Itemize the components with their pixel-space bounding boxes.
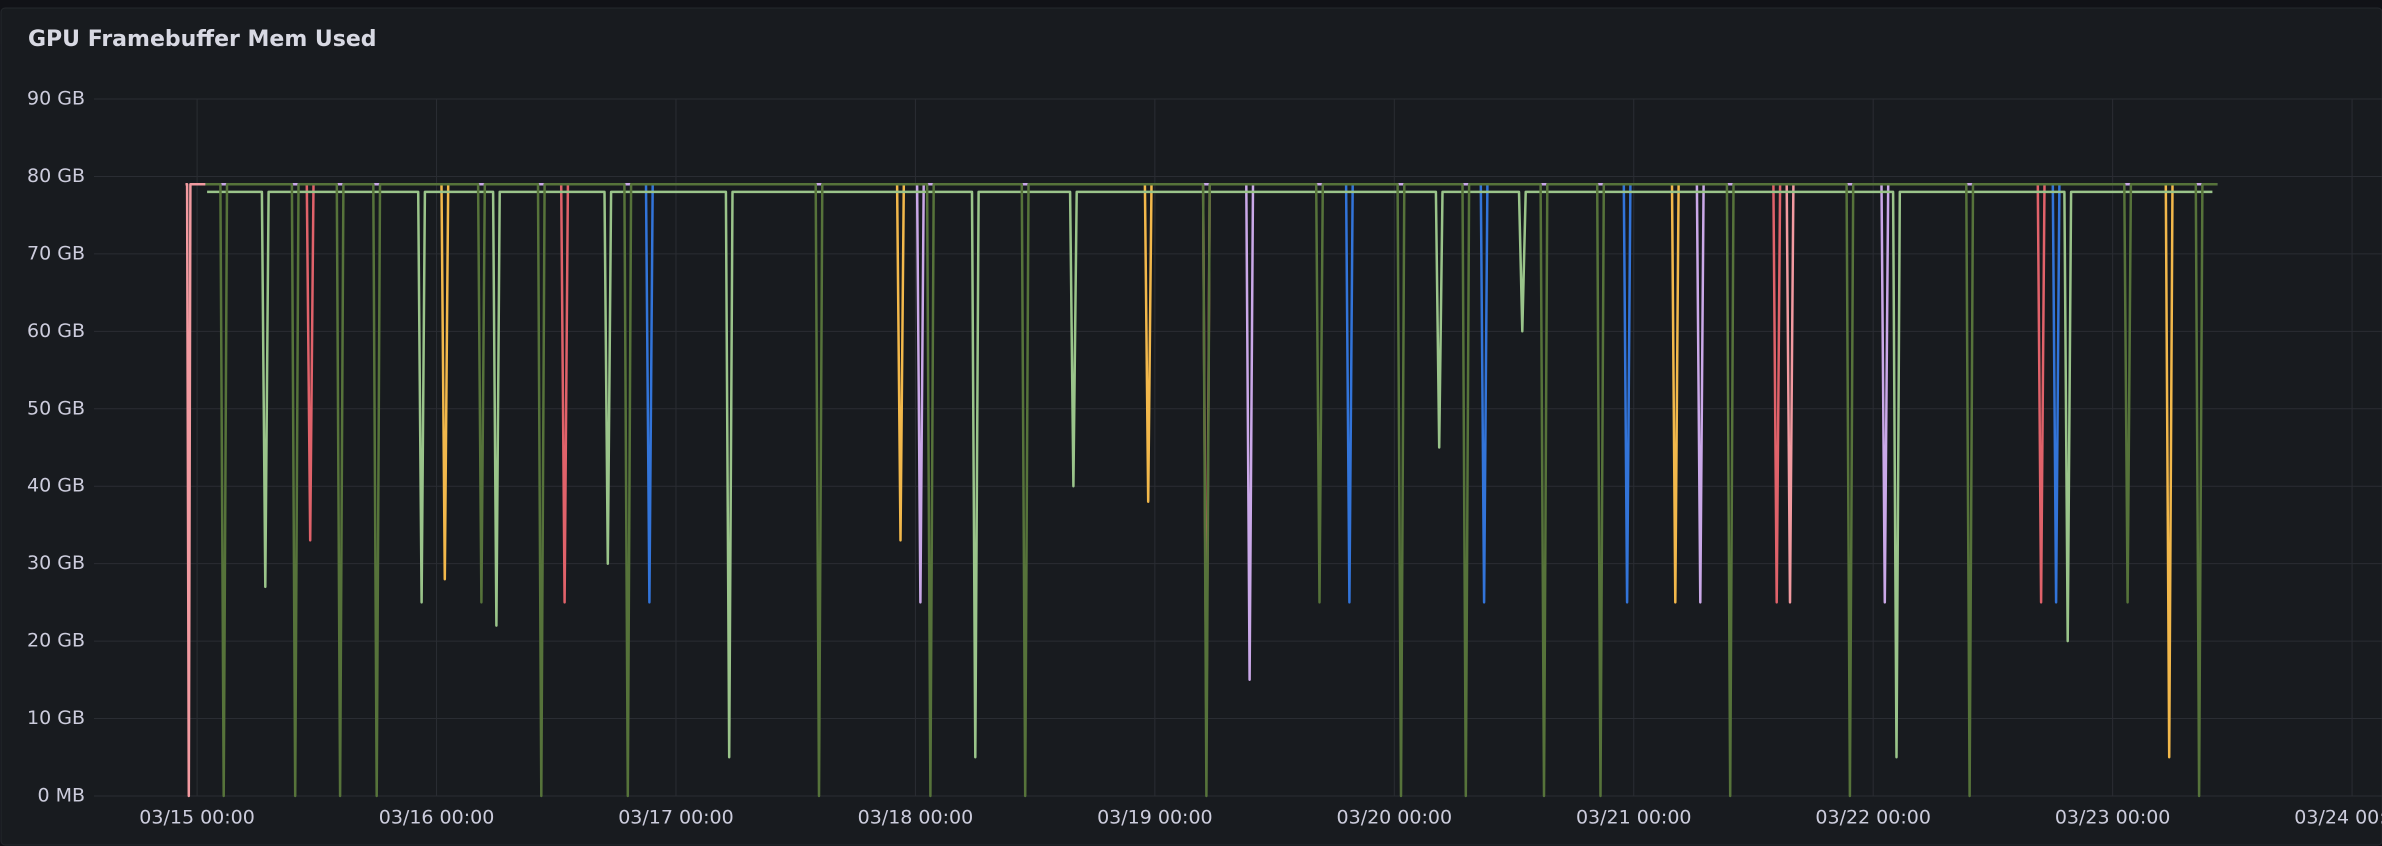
series-line — [205, 182, 2218, 798]
panel-background — [0, 7, 2382, 846]
y-tick-label: 20 GB — [27, 630, 85, 652]
x-tick-label: 03/19 00:00 — [1097, 807, 1213, 829]
x-tick-label: 03/17 00:00 — [618, 807, 734, 829]
x-tick-label: 03/24 00:00 — [2294, 807, 2382, 829]
series-line — [205, 182, 2218, 759]
y-tick-label: 90 GB — [27, 88, 85, 110]
y-tick-label: 10 GB — [27, 707, 85, 729]
y-tick-label: 60 GB — [27, 320, 85, 342]
x-tick-label: 03/23 00:00 — [2055, 807, 2171, 829]
y-tick-label: 0 MB — [37, 785, 85, 807]
series-line — [207, 190, 2213, 759]
y-tick-label: 30 GB — [27, 552, 85, 574]
x-tick-label: 03/15 00:00 — [139, 807, 255, 829]
x-tick-label: 03/20 00:00 — [1337, 807, 1453, 829]
plot-area: 0 MB 10 GB 20 GB 30 GB 40 GB 50 GB 60 GB 70 GB 8… — [27, 88, 2382, 829]
y-tick-label: 40 GB — [27, 475, 85, 497]
x-tick-label: 03/16 00:00 — [379, 807, 495, 829]
x-tick-label: 03/18 00:00 — [858, 807, 974, 829]
x-tick-label: 03/22 00:00 — [1815, 807, 1931, 829]
y-tick-label: 80 GB — [27, 165, 85, 187]
series-line — [205, 182, 2218, 604]
y-tick-label: 50 GB — [27, 397, 85, 419]
x-tick-label: 03/21 00:00 — [1576, 807, 1692, 829]
y-tick-label: 70 GB — [27, 242, 85, 264]
panel-title: GPU Framebuffer Mem Used — [28, 27, 377, 52]
